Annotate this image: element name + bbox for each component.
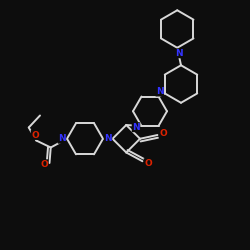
Text: O: O: [40, 160, 48, 169]
Text: O: O: [31, 130, 39, 140]
Text: O: O: [144, 159, 152, 168]
Text: N: N: [156, 87, 164, 96]
Text: N: N: [104, 134, 112, 143]
Text: N: N: [132, 123, 140, 132]
Text: O: O: [159, 128, 167, 138]
Text: N: N: [175, 49, 182, 58]
Text: N: N: [58, 134, 66, 143]
